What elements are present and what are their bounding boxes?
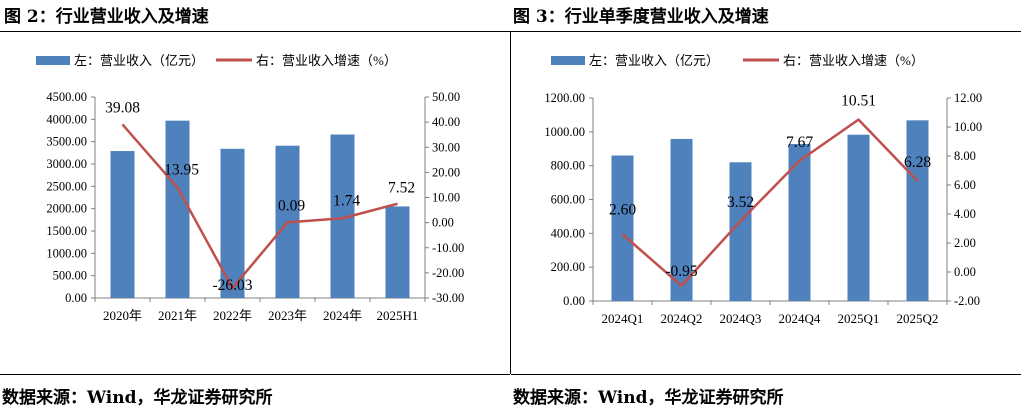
revenue-bar [729,162,752,301]
right-tick-label: 10.00 [954,120,982,134]
x-tick-label: 2024Q3 [720,311,762,326]
right-tick-label: 12.00 [954,91,982,105]
source-note: 数据来源：Wind，华龙证券研究所 [513,388,784,408]
x-tick-label: 2020年 [103,308,142,323]
x-tick-label: 2024Q1 [602,311,644,326]
legend-bar-swatch [551,56,585,65]
growth-data-label: 2.60 [609,201,636,218]
left-tick-label: 1000.00 [544,125,585,139]
revenue-quarterly-chart: 左：营业收入（亿元） 右：营业收入增速（%） 0.00 200.00 400.00 600… [544,53,982,326]
legend-line-label: 右：营业收入增速（%） [256,53,397,68]
growth-data-label: 7.52 [388,180,415,197]
right-tick-label: -30.00 [432,291,464,305]
growth-data-label: 1.74 [333,192,360,209]
revenue-bar [110,151,135,298]
revenue-bar [906,120,929,301]
right-tick-label: 2.00 [954,236,976,250]
x-tick-label: 2025H1 [377,308,419,323]
x-tick-label: 2024年 [323,308,362,323]
legend-bar-label: 左：营业收入（亿元） [74,53,204,68]
top-rule [0,31,510,32]
growth-data-label: -26.03 [212,277,252,294]
right-tick-label: 8.00 [954,149,976,163]
right-tick-label: -20.00 [432,266,464,280]
right-tick-label: 40.00 [432,115,460,129]
right-tick-label: 50.00 [432,90,460,104]
right-tick-label: 30.00 [432,140,460,154]
bottom-rule [511,374,1021,375]
left-tick-label: 4000.00 [46,112,87,126]
growth-data-label: 3.52 [727,194,754,211]
left-tick-label: 1500.00 [46,224,87,238]
figure-title: 图 2：行业营业收入及增速 [4,7,209,27]
growth-data-label: 39.08 [105,99,140,116]
figure-3-panel: 图 3：行业单季度营业收入及增速 左：营业收入（亿元） 右：营业收入增速（%） 0.… [511,0,1021,415]
left-tick-label: 2500.00 [46,179,87,193]
right-tick-label: -2.00 [954,294,980,308]
x-tick-label: 2025Q2 [897,311,939,326]
growth-line [121,123,398,290]
right-tick-label: 20.00 [432,165,460,179]
figure-title: 图 3：行业单季度营业收入及增速 [513,7,769,27]
left-tick-label: 2000.00 [46,202,87,216]
right-tick-label: 0.00 [432,216,454,230]
right-tick-label: 4.00 [954,207,976,221]
left-tick-label: 0.00 [65,291,87,305]
legend: 左：营业收入（亿元） 右：营业收入增速（%） [551,53,924,68]
revenue-annual-chart: 左：营业收入（亿元） 右：营业收入增速（%） 0.00 500.00 1000.00 15… [36,53,464,323]
growth-data-label: -0.95 [665,263,698,280]
x-tick-label: 2024Q4 [779,311,821,326]
growth-data-label: 10.51 [841,93,876,110]
growth-data-label: 13.95 [164,162,199,179]
right-tick-label: 0.00 [954,265,976,279]
x-tick-label: 2021年 [158,308,197,323]
right-tick-label: 6.00 [954,178,976,192]
left-tick-label: 3500.00 [46,135,87,149]
x-tick-label: 2025Q1 [838,311,880,326]
x-tick-label: 2023年 [268,308,307,323]
x-tick-label: 2022年 [213,308,252,323]
legend: 左：营业收入（亿元） 右：营业收入增速（%） [36,53,397,68]
growth-data-label: 0.09 [278,197,305,214]
figure-2-panel: 图 2：行业营业收入及增速 左：营业收入（亿元） 右：营业收入增速（%） 0.00 5… [0,0,510,415]
bottom-rule [0,374,510,375]
growth-data-label: 7.67 [786,134,813,151]
left-tick-label: 800.00 [551,159,585,173]
revenue-bar [220,148,245,298]
left-tick-label: 600.00 [551,193,585,207]
right-tick-label: -10.00 [432,241,464,255]
right-tick-label: 10.00 [432,191,460,205]
legend-bar-swatch [36,56,70,65]
top-rule [511,31,1021,32]
left-tick-label: 4500.00 [46,90,87,104]
revenue-bar [788,144,811,301]
revenue-bar [847,134,870,301]
revenue-bar [670,138,693,301]
legend-bar-label: 左：营业收入（亿元） [589,53,719,68]
revenue-bar [165,120,190,298]
x-tick-label: 2024Q2 [661,311,703,326]
left-tick-label: 3000.00 [46,157,87,171]
left-tick-label: 1200.00 [544,91,585,105]
source-note: 数据来源：Wind，华龙证券研究所 [2,388,273,408]
revenue-bar [385,206,410,298]
left-tick-label: 200.00 [551,260,585,274]
left-tick-label: 500.00 [53,269,87,283]
panel-divider [510,31,511,374]
revenue-bar [611,155,634,301]
left-tick-label: 1000.00 [46,246,87,260]
left-tick-label: 0.00 [563,294,585,308]
growth-line [621,118,919,288]
legend-line-label: 右：营业收入增速（%） [783,53,924,68]
left-tick-label: 400.00 [551,226,585,240]
growth-data-label: 6.28 [904,154,931,171]
